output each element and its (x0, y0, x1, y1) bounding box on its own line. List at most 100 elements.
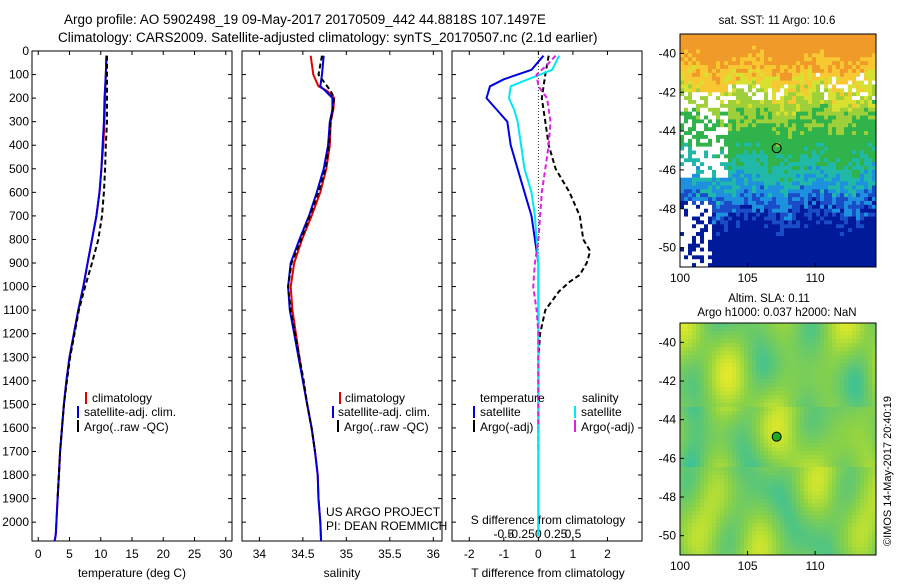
sla-cell (760, 343, 765, 348)
sla-cell (680, 387, 685, 392)
sst-cell (688, 46, 693, 50)
sst-cell (800, 244, 805, 248)
sst-cell (792, 189, 797, 193)
sla-cell (724, 339, 729, 344)
sst-cell (800, 240, 805, 244)
sst-cell (680, 69, 685, 73)
sla-cell (728, 455, 733, 460)
sla-cell (768, 387, 773, 392)
sla-cell (808, 343, 813, 348)
sst-cell (864, 119, 869, 123)
sst-cell (756, 201, 761, 205)
sst-cell (816, 201, 821, 205)
sst-cell (836, 65, 841, 69)
sst-cell (800, 166, 805, 170)
sla-cell (868, 423, 873, 428)
sst-cell (688, 255, 693, 259)
sst-cell (740, 131, 745, 135)
sla-cell (704, 327, 709, 332)
sla-cell (784, 399, 789, 404)
sst-cell (688, 166, 693, 170)
sst-cell (816, 42, 821, 46)
sla-cell (724, 443, 729, 448)
sla-cell (812, 391, 817, 396)
sst-cell (744, 259, 749, 263)
sst-cell (684, 174, 689, 178)
sst-cell (772, 251, 777, 255)
sst-cell (832, 88, 837, 92)
sst-cell (720, 193, 725, 197)
sst-cell (692, 162, 697, 166)
sla-cell (748, 415, 753, 420)
sla-cell (868, 431, 873, 436)
sst-cell (768, 42, 773, 46)
sst-cell (772, 189, 777, 193)
sst-cell (764, 92, 769, 96)
sst-cell (804, 236, 809, 240)
sla-cell (844, 447, 849, 452)
sst-cell (776, 34, 781, 38)
sst-cell (688, 244, 693, 248)
sst-cell (712, 104, 717, 108)
sst-cell (752, 135, 757, 139)
sst-cell (780, 112, 785, 116)
sst-cell (796, 205, 801, 209)
sst-cell (732, 154, 737, 158)
sst-cell (732, 123, 737, 127)
sst-cell (868, 174, 873, 178)
sst-cell (836, 88, 841, 92)
sst-cell (732, 119, 737, 123)
sst-cell (756, 224, 761, 228)
sst-cell (856, 162, 861, 166)
sla-cell (736, 407, 741, 412)
sst-cell (840, 197, 845, 201)
sla-cell (836, 415, 841, 420)
sst-cell (824, 139, 829, 143)
sst-cell (688, 123, 693, 127)
sst-cell (868, 251, 873, 255)
sst-cell (828, 217, 833, 221)
sla-cell (776, 331, 781, 336)
sla-cell (680, 467, 685, 472)
sla-cell (772, 391, 777, 396)
sla-cell (752, 407, 757, 412)
sla-cell (760, 435, 765, 440)
sst-cell (752, 34, 757, 38)
x-tick-label: 10 (94, 547, 108, 561)
sla-cell (804, 367, 809, 372)
sla-cell (844, 395, 849, 400)
sst-cell (688, 224, 693, 228)
sst-cell (788, 42, 793, 46)
sst-cell (756, 65, 761, 69)
sst-cell (812, 116, 817, 120)
sst-cell (712, 123, 717, 127)
sst-cell (724, 209, 729, 213)
sla-cell (784, 455, 789, 460)
sst-cell (792, 34, 797, 38)
sst-cell (788, 197, 793, 201)
sst-cell (832, 201, 837, 205)
sst-cell (724, 174, 729, 178)
sla-cell (800, 387, 805, 392)
sla-cell (820, 375, 825, 380)
sla-cell (808, 335, 813, 340)
sla-cell (704, 343, 709, 348)
sla-cell (816, 327, 821, 332)
sst-cell (812, 158, 817, 162)
sst-cell (756, 193, 761, 197)
sst-cell (852, 259, 857, 263)
sla-cell (748, 459, 753, 464)
sla-cell (804, 339, 809, 344)
sla-cell (704, 331, 709, 336)
sst-cell (844, 69, 849, 73)
sla-cell (840, 463, 845, 468)
sst-cell (824, 232, 829, 236)
sst-cell (828, 147, 833, 151)
sst-cell (780, 166, 785, 170)
sla-cell (684, 407, 689, 412)
sst-cell (700, 73, 705, 77)
sla-cell (808, 339, 813, 344)
sla-cell (752, 423, 757, 428)
sst-cell (844, 170, 849, 174)
sla-cell (780, 323, 785, 328)
